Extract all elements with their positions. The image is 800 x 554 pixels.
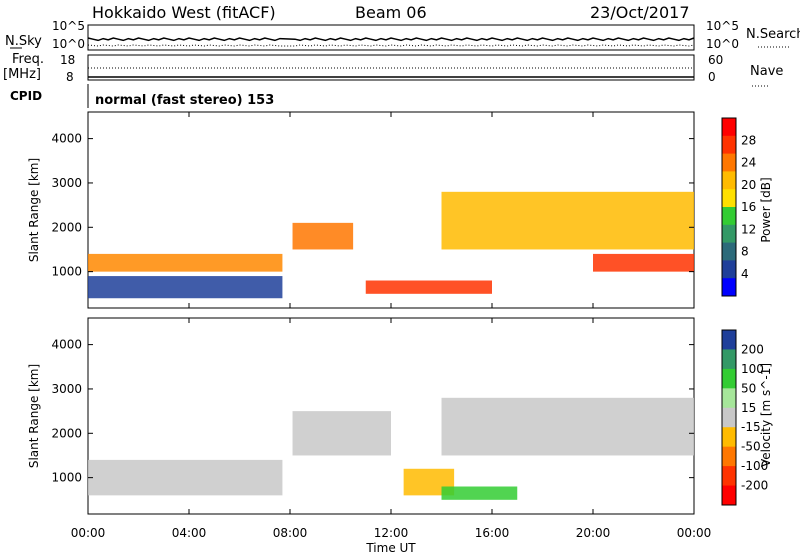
colorbar-segment [722,189,736,208]
noise-right-tick-top: 10^5 [706,19,739,33]
x-tick-label: 04:00 [172,526,207,540]
colorbar-segment [722,171,736,190]
freq-left-tick-bottom: 8 [66,70,74,84]
x-tick-label: 16:00 [475,526,510,540]
colorbar-tick-label: -200 [741,479,768,493]
colorbar-tick-label: 28 [741,133,756,147]
colorbar-tick-label: 8 [741,245,749,259]
colorbar-tick-label: -100 [741,459,768,473]
colorbar-segment [722,446,736,467]
y-tick-label: 2000 [51,220,82,234]
noise-sky-line [87,37,695,42]
colorbar-tick-label: 15 [741,401,756,415]
noise-panel: N.Sky 10^5 10^0 10^5 10^0 N.Search [5,19,800,51]
velocity-colorbar-label: Velocity [m s^-1] [759,363,773,467]
colorbar-tick-label: 12 [741,222,756,236]
echo-band [88,276,283,299]
colorbar-segment [722,153,736,172]
nave-right-label: Nave [750,64,783,79]
nave-right-tick-bottom: 0 [708,70,716,84]
power-y-ticks: 1000 2000 3000 4000 [51,132,694,279]
echo-band [292,222,354,250]
echo-band [441,191,694,250]
x-tick-label: 20:00 [576,526,611,540]
y-tick-label: 3000 [51,382,82,396]
y-tick-label: 4000 [51,132,82,146]
station-title: Hokkaido West (fitACF) [92,3,276,22]
colorbar-tick-label: 200 [741,342,764,356]
noise-left-label: N.Sky [5,34,42,49]
velocity-y-ticks: 1000 2000 3000 4000 [51,338,694,485]
colorbar-segment [722,330,736,350]
cpid-value: normal (fast stereo) 153 [95,93,274,108]
colorbar-segment [722,224,736,244]
colorbar-segment [722,349,736,370]
colorbar-segment [722,118,736,137]
velocity-ylabel: Slant Range [km] [27,364,41,468]
freq-panel: Freq. [MHz] 18 8 60 0 Nave [3,52,783,87]
freq-left-tick-top: 18 [60,53,75,67]
echo-band [365,280,492,294]
nave-right-tick-top: 60 [708,53,723,67]
colorbar-segment [722,207,736,226]
power-ylabel: Slant Range [km] [27,158,41,262]
velocity-colorbar-ticks: 200 100 50 15 -15 -50 -100 -200 [741,342,768,492]
colorbar-frame [721,329,737,506]
colorbar-tick-label: 16 [741,200,756,214]
echo-band [441,397,694,456]
y-tick-label: 1000 [51,471,82,485]
power-colorbar [721,117,737,297]
x-tick-label: 00:00 [677,526,712,540]
y-tick-label: 1000 [51,265,82,279]
colorbar-segment [722,485,736,506]
power-bands [88,191,694,299]
velocity-bands [88,397,694,500]
power-colorbar-label: Power [dB] [759,177,773,242]
colorbar-tick-label: 50 [741,381,756,395]
power-colorbar-ticks: 28 24 20 16 12 8 4 [741,133,756,281]
colorbar-tick-label: 20 [741,178,756,192]
time-axis-ticks: 00:00 04:00 08:00 12:00 16:00 20:00 00:00 [71,112,712,540]
power-panel: 1000 2000 3000 4000 Slant Range [km] [27,111,695,309]
colorbar-segment [722,260,736,279]
colorbar-tick-label: 24 [741,156,756,170]
colorbar-segment [722,368,736,389]
noise-left-tick-top: 10^5 [52,19,85,33]
colorbar-tick-label: 4 [741,267,749,281]
colorbar-segment [722,388,736,409]
colorbar-segment [722,242,736,261]
echo-band [88,459,283,496]
colorbar-frame [721,117,737,297]
echo-band [292,411,391,456]
velocity-colorbar [721,329,737,506]
colorbar-segment [722,278,736,297]
noise-left-tick-bottom: 10^0 [52,37,85,51]
echo-band [441,486,518,500]
colorbar-tick-label: -15 [741,420,761,434]
y-tick-label: 4000 [51,338,82,352]
colorbar-segment [722,466,736,487]
x-tick-label: 00:00 [71,526,106,540]
colorbar-segment [722,427,736,448]
colorbar-segment [722,407,736,428]
date-title: 23/Oct/2017 [590,3,690,22]
noise-right-tick-bottom: 10^0 [706,37,739,51]
colorbar-tick-label: -50 [741,440,761,454]
colorbar-tick-label: 100 [741,362,764,376]
x-tick-label: 12:00 [374,526,409,540]
velocity-panel: 1000 2000 3000 4000 Slant Range [km] [27,317,695,515]
freq-label-2: [MHz] [3,67,41,82]
echo-band [88,253,283,272]
echo-band [593,253,694,272]
cpid-label: CPID [10,89,42,103]
noise-right-label: N.Search [746,27,800,42]
freq-label-1: Freq. [12,52,44,67]
x-tick-label: 08:00 [273,526,308,540]
y-tick-label: 3000 [51,176,82,190]
beam-title: Beam 06 [355,3,427,22]
colorbar-segment [722,135,736,155]
time-axis-title: Time UT [365,541,416,554]
y-tick-label: 2000 [51,426,82,440]
